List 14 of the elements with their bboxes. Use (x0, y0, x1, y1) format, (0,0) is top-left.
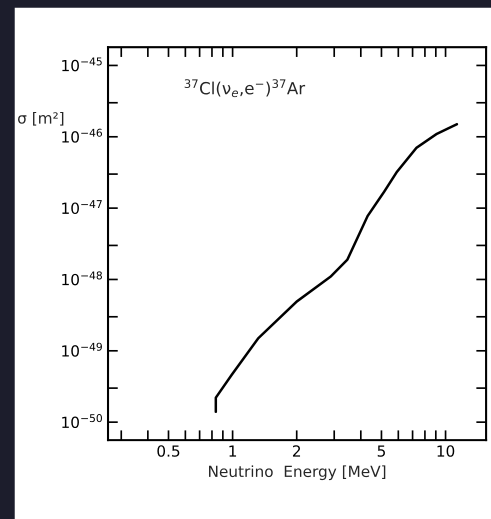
y-tick-label: 10$^{−48}$ (62, 271, 102, 286)
y-axis-title: σ [m²] (18, 112, 64, 126)
x-tick-label: 5 (378, 445, 385, 457)
x-tick-label: 10 (438, 445, 454, 457)
x-tick-label: 0.5 (157, 445, 180, 457)
y-tick-label: 10$^{−49}$ (62, 342, 102, 357)
y-tick-label: 10$^{−46}$ (62, 128, 102, 143)
x-axis-title: Neutrino Energy [MeV] (209, 465, 386, 480)
y-tick-label: 10$^{−47}$ (62, 200, 102, 214)
y-tick-label: 10$^{−50}$ (62, 414, 102, 428)
annotation: $^{37}$Cl(ν$_{e}$,e$^{−}$)$^{37}$Ar (184, 79, 306, 98)
x-tick-label: 1 (229, 445, 236, 457)
y-tick-label: 10$^{−45}$ (62, 57, 102, 72)
x-tick-label: 2 (292, 445, 300, 457)
